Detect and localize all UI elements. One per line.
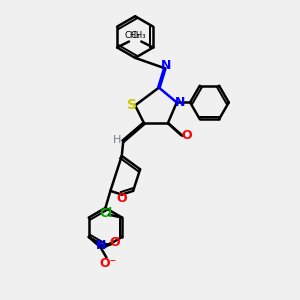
Text: Cl: Cl [99, 207, 112, 220]
Text: O: O [182, 129, 193, 142]
Text: N: N [95, 239, 106, 252]
Text: N: N [175, 96, 185, 109]
Text: H: H [113, 135, 122, 145]
Text: N: N [161, 59, 172, 72]
Text: CH₃: CH₃ [130, 31, 146, 40]
Text: O: O [116, 192, 127, 205]
Text: S: S [127, 98, 136, 112]
Text: O: O [109, 236, 120, 249]
Text: CH₃: CH₃ [124, 31, 140, 40]
Text: O⁻: O⁻ [99, 256, 117, 270]
